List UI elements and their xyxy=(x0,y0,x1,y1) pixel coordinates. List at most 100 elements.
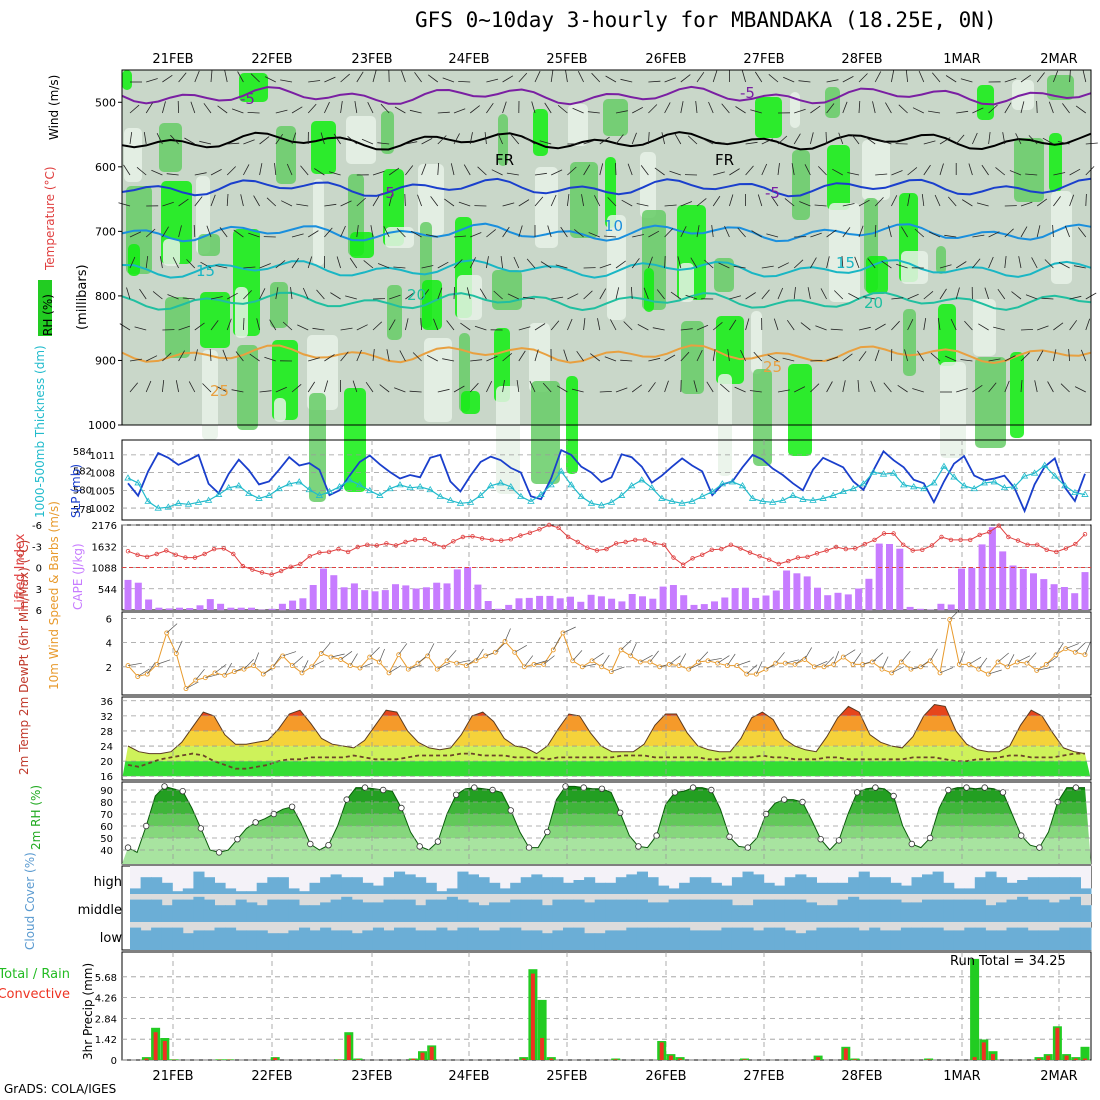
wind-barb xyxy=(623,321,633,331)
cloud-cell xyxy=(531,930,543,950)
wind-barb xyxy=(557,104,568,114)
rh-marker xyxy=(817,836,824,843)
wind-barb xyxy=(1078,227,1087,238)
wind-barb xyxy=(340,351,349,362)
cloud-cell xyxy=(372,927,384,950)
cloud-cell xyxy=(288,888,300,894)
pressure-tick-label: 500 xyxy=(95,96,116,109)
wind-barb xyxy=(777,287,784,300)
wind-barb xyxy=(1017,655,1031,663)
wind-barb xyxy=(259,288,266,300)
slp-tick-label: 1005 xyxy=(90,486,115,497)
wind-barb xyxy=(858,351,867,362)
cloud-cell xyxy=(404,874,416,894)
wind-barb xyxy=(594,195,601,207)
cape-bar xyxy=(443,583,451,610)
wind-barb xyxy=(372,195,380,207)
cloud-cell xyxy=(510,882,522,894)
thickness-marker xyxy=(436,492,444,499)
wind-barb xyxy=(976,202,989,207)
wind-barb xyxy=(399,350,406,362)
wind-barb xyxy=(978,323,989,331)
wind-barb xyxy=(417,194,422,207)
millibars-axis-label: (millibars) xyxy=(75,264,90,330)
cloud-cell xyxy=(943,930,955,950)
wind-barb xyxy=(1018,256,1022,269)
cloud-cell xyxy=(900,902,912,922)
thickness-marker xyxy=(355,481,364,488)
rh-marker xyxy=(781,796,788,803)
thickness-marker xyxy=(1030,469,1039,476)
cape-bar xyxy=(299,598,307,610)
wind-speed-marker xyxy=(144,671,150,677)
wind-barb xyxy=(463,164,471,176)
wind-barb xyxy=(336,256,341,269)
cape-bar xyxy=(886,544,893,610)
wind-barb xyxy=(170,134,179,145)
thickness-marker xyxy=(980,479,988,486)
wind-barb xyxy=(544,102,552,114)
temp-axis-label: 2m Temp 2m DewPt (6hr Min/Max) (°C) xyxy=(17,540,31,775)
wind-speed-marker xyxy=(231,669,237,675)
wind-barb xyxy=(988,104,998,114)
thickness-marker xyxy=(819,494,827,501)
cloud-cell xyxy=(932,927,944,950)
wind-barb xyxy=(129,231,142,238)
precip-tick-label: 2.84 xyxy=(95,1014,117,1025)
thickness-marker xyxy=(295,478,303,485)
cloud-cell xyxy=(246,930,258,950)
rh-cell xyxy=(977,85,994,120)
cloud-cell xyxy=(320,927,332,950)
wind-barb xyxy=(316,289,325,300)
cloud-axis-label: Cloud Cover (%) xyxy=(23,852,37,950)
cloud-cell xyxy=(1059,877,1071,894)
wind-barb xyxy=(194,322,205,331)
cloud-cell xyxy=(151,877,163,894)
wind-barb xyxy=(219,227,228,238)
wind-barb xyxy=(897,384,908,393)
lifted-index-marker xyxy=(125,549,131,554)
thickness-marker xyxy=(426,485,434,493)
wind-barb xyxy=(534,349,539,362)
thickness-marker xyxy=(275,484,283,492)
rh-cell xyxy=(350,232,374,258)
wind-barb xyxy=(253,652,260,666)
lifted-index-marker xyxy=(288,564,293,569)
cloud-cell xyxy=(953,899,965,922)
cloud-cell xyxy=(742,871,754,894)
rh-cell xyxy=(714,258,734,292)
wind-barb xyxy=(615,134,624,145)
wind-barb xyxy=(804,164,811,176)
thickness-marker xyxy=(587,499,596,506)
wind-speed-marker xyxy=(260,671,266,677)
cloud-cell xyxy=(932,899,944,922)
wind-barb xyxy=(551,296,564,300)
thickness-marker xyxy=(638,476,646,483)
wind-barb xyxy=(1020,379,1023,393)
cloud-cell xyxy=(140,930,152,950)
wind-barb xyxy=(891,297,904,300)
wind-barb xyxy=(259,263,271,269)
cloud-cell xyxy=(837,927,849,950)
rh-cell xyxy=(494,328,510,402)
cloud-cell xyxy=(710,882,722,894)
cloud-cell xyxy=(636,899,648,922)
wind-barb xyxy=(469,105,480,114)
cloud-cell xyxy=(869,877,881,894)
rh-cell xyxy=(346,116,376,164)
cloud-cell xyxy=(225,927,237,950)
wind-barb xyxy=(444,198,455,207)
isotherm-line xyxy=(121,85,1092,106)
cloud-cell xyxy=(415,930,427,950)
wind-barb xyxy=(176,640,183,654)
wind-barb xyxy=(274,163,277,176)
lifted-index-marker xyxy=(546,522,552,528)
cape-bar xyxy=(422,587,430,610)
thickness-marker xyxy=(970,484,978,492)
cloud-cell xyxy=(1017,927,1029,950)
lifted-index-marker xyxy=(585,545,590,550)
cloud-cell xyxy=(1006,927,1018,950)
wind-barb xyxy=(1042,137,1054,145)
rh-marker xyxy=(744,844,751,851)
wind-barb xyxy=(923,290,934,300)
